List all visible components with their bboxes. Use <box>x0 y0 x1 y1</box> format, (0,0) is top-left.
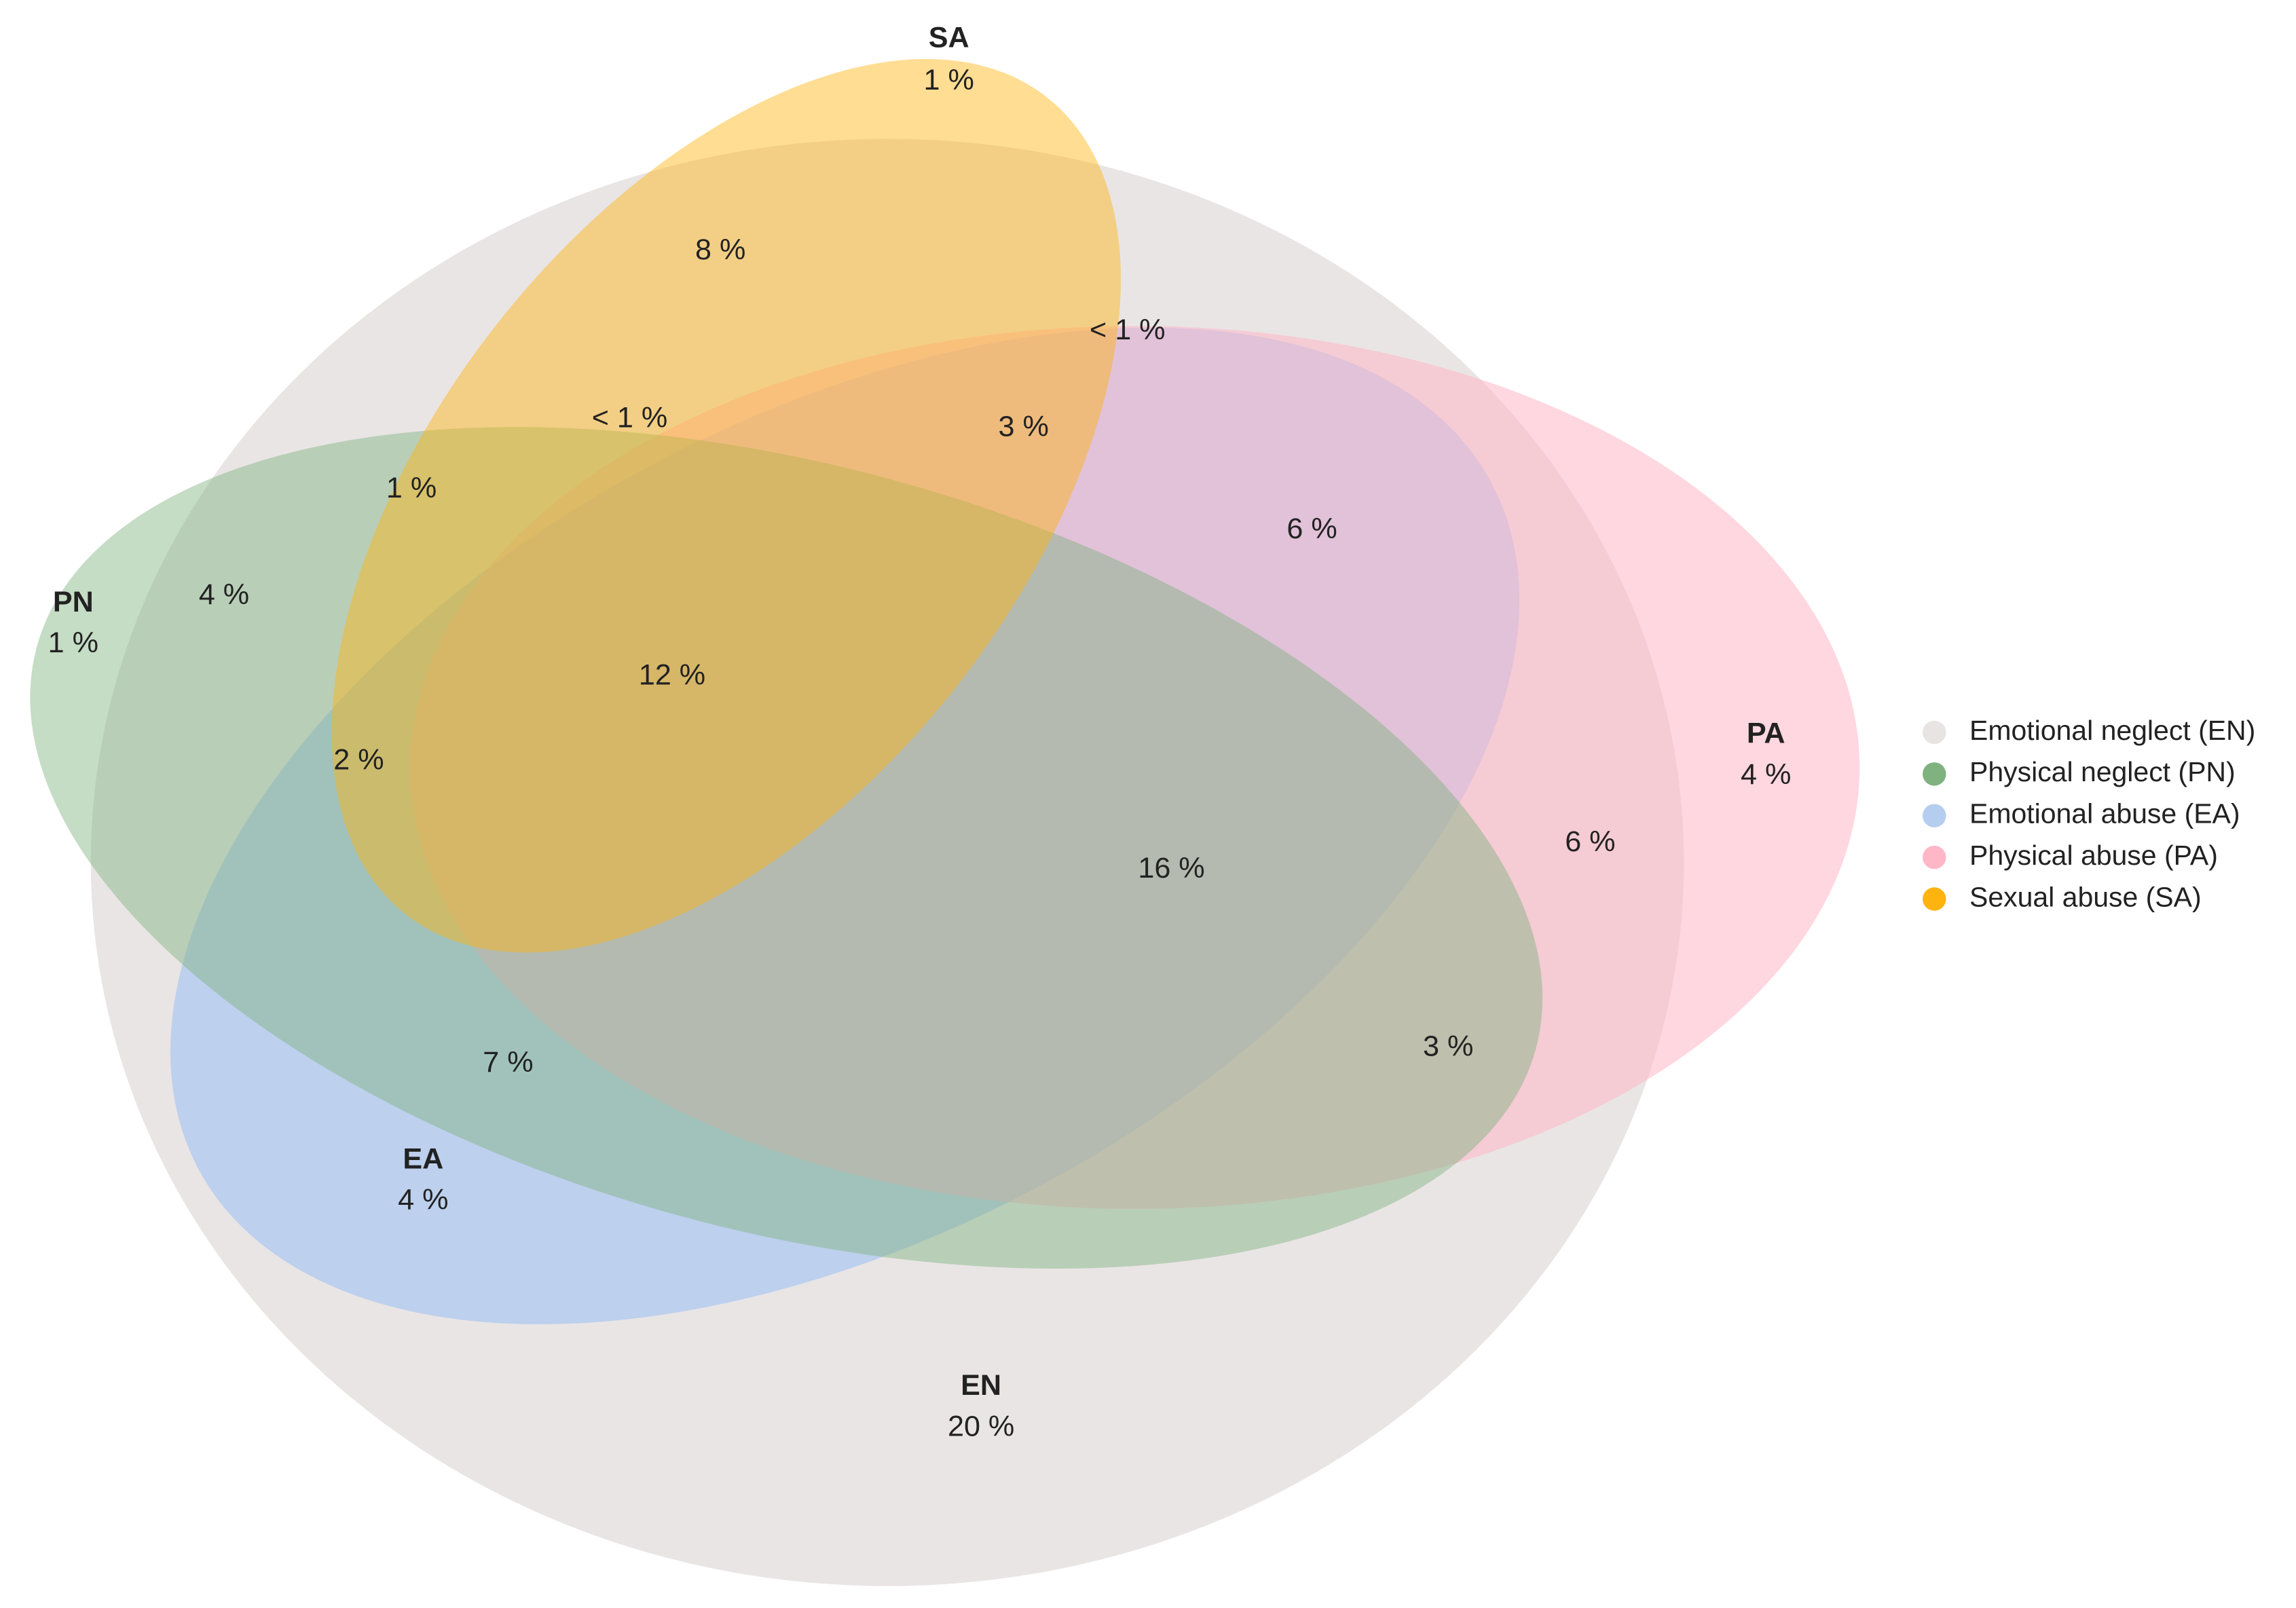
legend-swatch <box>1922 804 1946 827</box>
set-ellipse <box>30 427 1543 1269</box>
legend-swatch <box>1922 845 1946 870</box>
set-label: EN <box>961 1369 1001 1402</box>
region-label: 6 % <box>1565 825 1615 858</box>
set-value: 1 % <box>48 627 98 659</box>
region-label: 2 % <box>333 743 384 776</box>
region-label: 1 % <box>386 472 437 504</box>
set-label: EA <box>403 1142 443 1175</box>
region-label: < 1 % <box>592 402 667 434</box>
legend-label: Emotional abuse (EA) <box>1969 798 2240 829</box>
legend-label: Physical neglect (PN) <box>1969 756 2236 787</box>
set-label: SA <box>929 22 969 54</box>
region-label: 6 % <box>1286 512 1337 545</box>
legend-swatch <box>1922 720 1946 745</box>
set-value: 4 % <box>398 1184 448 1216</box>
set-label: PA <box>1747 717 1785 750</box>
set-ellipse <box>331 58 1122 953</box>
set-label: PN <box>53 586 94 618</box>
region-label: 8 % <box>695 233 745 266</box>
legend-label: Physical abuse (PA) <box>1969 840 2218 871</box>
region-label: 3 % <box>999 410 1049 443</box>
region-label: < 1 % <box>1090 314 1165 346</box>
set-value: 4 % <box>1741 758 1791 791</box>
set-value: 20 % <box>948 1410 1014 1443</box>
legend: Emotional neglect (EN) Physical neglect (… <box>1922 715 2255 912</box>
legend-swatch <box>1922 762 1946 786</box>
set-value: 1 % <box>924 64 974 96</box>
region-label: 12 % <box>639 659 705 692</box>
legend-label: Sexual abuse (SA) <box>1969 881 2202 912</box>
region-label: 3 % <box>1423 1030 1473 1063</box>
legend-label: Emotional neglect (EN) <box>1969 715 2255 746</box>
region-label: 7 % <box>483 1046 533 1079</box>
region-label: 16 % <box>1138 852 1204 884</box>
region-label: 4 % <box>199 578 249 611</box>
set-ellipse <box>409 326 1860 1210</box>
legend-swatch <box>1922 887 1946 911</box>
